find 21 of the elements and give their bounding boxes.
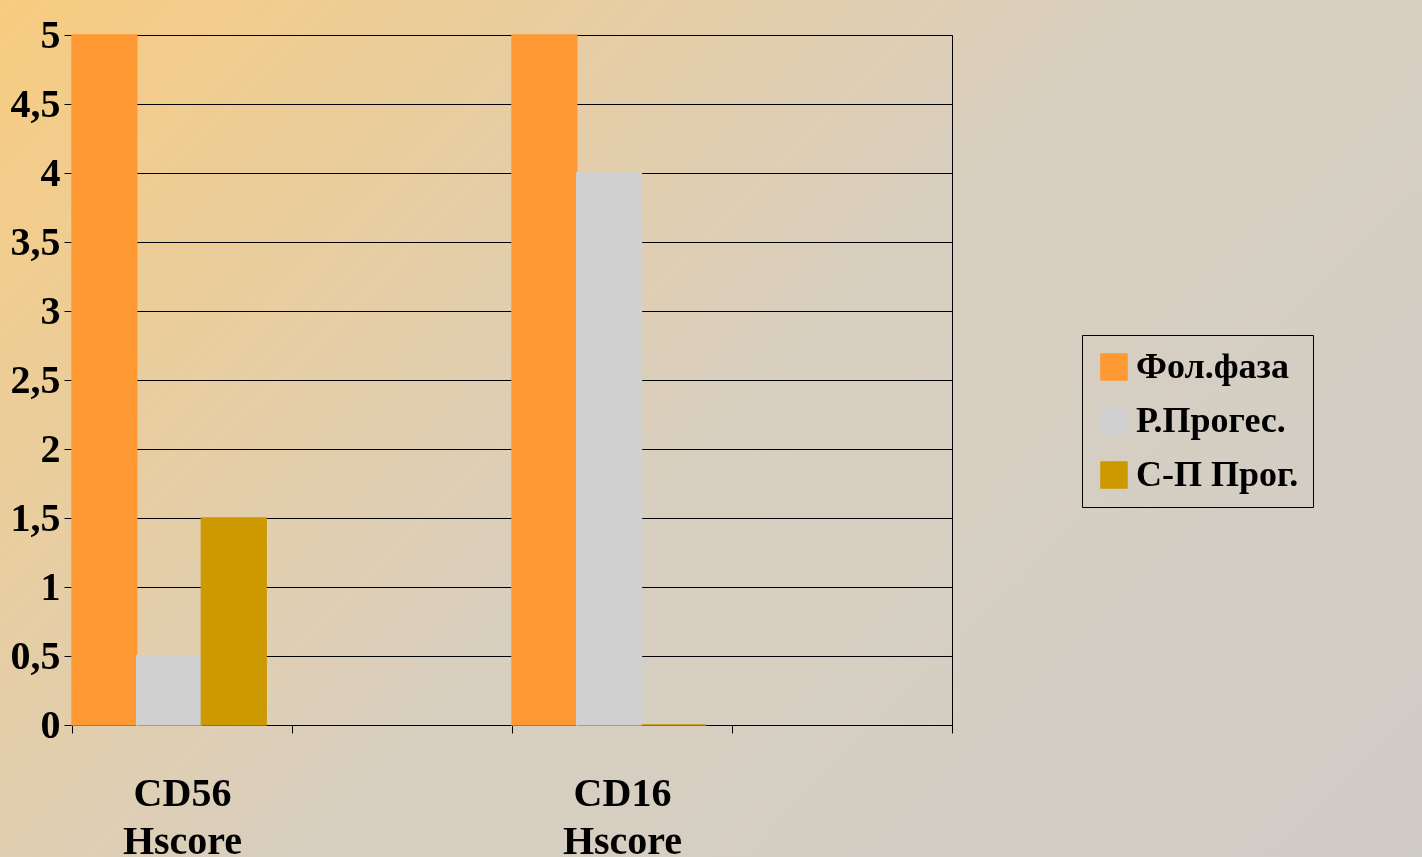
x-tick-label: CD16 Hscore (562, 769, 683, 857)
bar (135, 655, 203, 726)
legend-label: Фол.фаза (1136, 346, 1290, 386)
y-tick-label: 1 (40, 563, 61, 609)
y-tick-label: 4 (40, 149, 61, 195)
x-tick-label: CD56 Hscore (122, 769, 243, 857)
legend-label: С-П Прог. (1136, 454, 1299, 494)
y-tick-label: 0 (40, 701, 61, 747)
y-tick-label: 2 (40, 425, 61, 471)
y-tick-label: 1,5 (10, 494, 61, 540)
bar (200, 517, 267, 726)
y-tick-label: 5 (40, 11, 61, 57)
legend-label: Р.Прогес. (1136, 400, 1286, 440)
y-tick-label: 3,5 (10, 218, 61, 264)
y-tick-label: 0,5 (10, 632, 61, 678)
bar (71, 34, 138, 726)
y-tick-label: 3 (40, 287, 61, 333)
y-tick-label: 2,5 (10, 356, 61, 402)
bar (511, 34, 578, 726)
bar (575, 172, 643, 726)
y-tick-label: 4,5 (10, 80, 61, 126)
